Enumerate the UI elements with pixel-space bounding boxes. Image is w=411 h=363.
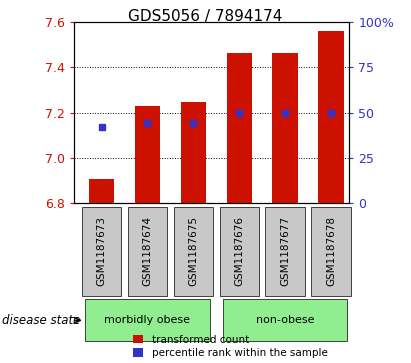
Text: non-obese: non-obese [256,315,314,325]
Text: GSM1187678: GSM1187678 [326,216,336,286]
Bar [319,31,344,203]
Legend: transformed count, percentile rank within the sample: transformed count, percentile rank withi… [133,335,328,358]
Text: disease state: disease state [2,314,81,327]
Text: GSM1187673: GSM1187673 [97,216,106,286]
Bar [89,179,114,203]
Bar [135,106,160,203]
Text: GSM1187676: GSM1187676 [234,216,244,286]
Bar [272,53,298,203]
Text: morbidly obese: morbidly obese [104,315,190,325]
Text: GSM1187674: GSM1187674 [143,216,152,286]
Bar [181,102,206,203]
Text: GSM1187677: GSM1187677 [280,216,290,286]
Text: GSM1187675: GSM1187675 [188,216,198,286]
Bar [226,53,252,203]
Text: GDS5056 / 7894174: GDS5056 / 7894174 [128,9,283,24]
